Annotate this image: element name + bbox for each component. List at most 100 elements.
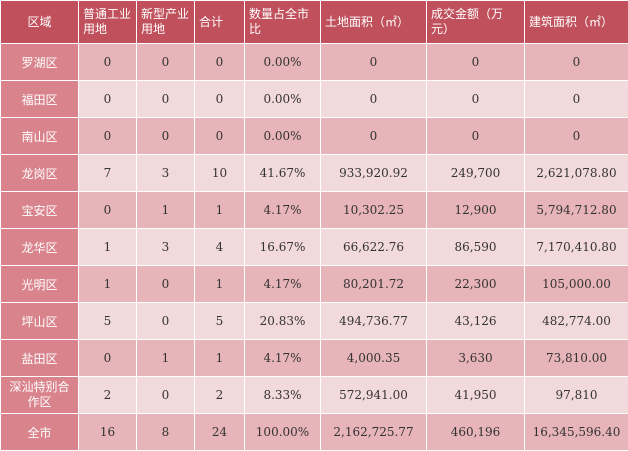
region-cell: 全市 [0,413,79,451]
data-cell: 0 [136,43,195,81]
data-cell: 0 [320,117,427,155]
data-cell: 24 [194,413,245,451]
data-cell: 1 [194,339,245,377]
data-cell: 1 [136,339,195,377]
data-cell: 572,941.00 [320,376,427,414]
data-cell: 5 [78,302,137,340]
data-cell: 460,196 [426,413,525,451]
header-cell: 建筑面积（㎡） [524,0,628,44]
data-cell: 8.33% [244,376,321,414]
data-cell: 0 [78,191,137,229]
data-cell: 249,700 [426,154,525,192]
data-cell: 1 [136,191,195,229]
data-cell: 8 [136,413,195,451]
data-cell: 1 [194,191,245,229]
data-cell: 5,794,712.80 [524,191,628,229]
table-row: 福田区 0 0 0 0.00% 0 0 0 [0,80,628,118]
table-row: 龙岗区 7 3 10 41.67% 933,920.92 249,700 2,621,078.… [0,154,628,192]
data-cell: 0 [78,80,137,118]
data-cell: 1 [78,228,137,266]
header-cell: 合计 [194,0,245,44]
data-cell: 0 [524,43,628,81]
data-cell: 10 [194,154,245,192]
data-cell: 0 [194,80,245,118]
data-cell: 41,950 [426,376,525,414]
data-cell: 41.67% [244,154,321,192]
table-row: 罗湖区 0 0 0 0.00% 0 0 0 [0,43,628,81]
data-cell: 66,622.76 [320,228,427,266]
region-cell: 福田区 [0,80,79,118]
data-cell: 2,621,078.80 [524,154,628,192]
data-cell: 0 [136,302,195,340]
data-cell: 100.00% [244,413,321,451]
table-row: 盐田区 0 1 1 4.17% 4,000.35 3,630 73,810.00 [0,339,628,377]
data-cell: 0 [78,43,137,81]
header-cell: 普通工业用地 [78,0,137,44]
table-row: 坪山区 5 0 5 20.83% 494,736.77 43,126 482,774.00 [0,302,628,340]
region-cell: 盐田区 [0,339,79,377]
data-cell: 2,162,725.77 [320,413,427,451]
data-cell: 0.00% [244,80,321,118]
data-cell: 0 [78,339,137,377]
data-cell: 0.00% [244,43,321,81]
data-cell: 494,736.77 [320,302,427,340]
data-cell: 0 [194,117,245,155]
data-cell: 16 [78,413,137,451]
region-cell: 罗湖区 [0,43,79,81]
data-cell: 0 [136,80,195,118]
region-cell: 龙华区 [0,228,79,266]
data-cell: 933,920.92 [320,154,427,192]
data-cell: 20.83% [244,302,321,340]
data-cell: 4.17% [244,191,321,229]
data-cell: 2 [78,376,137,414]
data-cell: 0 [136,117,195,155]
data-cell: 43,126 [426,302,525,340]
data-cell: 4.17% [244,339,321,377]
data-cell: 482,774.00 [524,302,628,340]
data-cell: 22,300 [426,265,525,303]
data-cell: 0 [136,376,195,414]
header-row: 区域 普通工业用地 新型产业用地 合计 数量占全市比 土地面积（㎡） 成交金额（万元） 建筑面… [0,0,628,44]
data-cell: 5 [194,302,245,340]
data-cell: 0 [320,43,427,81]
table-row: 全市 16 8 24 100.00% 2,162,725.77 460,196 16,345,… [0,413,628,451]
data-cell: 73,810.00 [524,339,628,377]
table-row: 龙华区 1 3 4 16.67% 66,622.76 86,590 7,170,410.80 [0,228,628,266]
data-cell: 1 [194,265,245,303]
data-cell: 0.00% [244,117,321,155]
data-cell: 0 [426,80,525,118]
data-cell: 16.67% [244,228,321,266]
data-cell: 1 [78,265,137,303]
header-cell: 区域 [0,0,79,44]
region-cell: 光明区 [0,265,79,303]
table-row: 光明区 1 0 1 4.17% 80,201.72 22,300 105,000.00 [0,265,628,303]
region-cell: 龙岗区 [0,154,79,192]
region-cell: 宝安区 [0,191,79,229]
data-cell: 0 [320,80,427,118]
data-cell: 97,810 [524,376,628,414]
data-cell: 80,201.72 [320,265,427,303]
data-cell: 4 [194,228,245,266]
data-cell: 7,170,410.80 [524,228,628,266]
data-cell: 3 [136,154,195,192]
header-cell: 成交金额（万元） [426,0,525,44]
data-cell: 3,630 [426,339,525,377]
region-cell: 坪山区 [0,302,79,340]
data-cell: 10,302.25 [320,191,427,229]
data-cell: 0 [136,265,195,303]
data-cell: 4.17% [244,265,321,303]
data-cell: 2 [194,376,245,414]
data-cell: 7 [78,154,137,192]
header-cell: 数量占全市比 [244,0,321,44]
region-cell: 深汕特别合作区 [0,376,79,414]
data-cell: 3 [136,228,195,266]
data-cell: 0 [524,117,628,155]
table-row: 南山区 0 0 0 0.00% 0 0 0 [0,117,628,155]
data-cell: 0 [426,43,525,81]
table-row: 宝安区 0 1 1 4.17% 10,302.25 12,900 5,794,712.80 [0,191,628,229]
data-cell: 12,900 [426,191,525,229]
data-cell: 0 [426,117,525,155]
data-cell: 16,345,596.40 [524,413,628,451]
data-cell: 4,000.35 [320,339,427,377]
